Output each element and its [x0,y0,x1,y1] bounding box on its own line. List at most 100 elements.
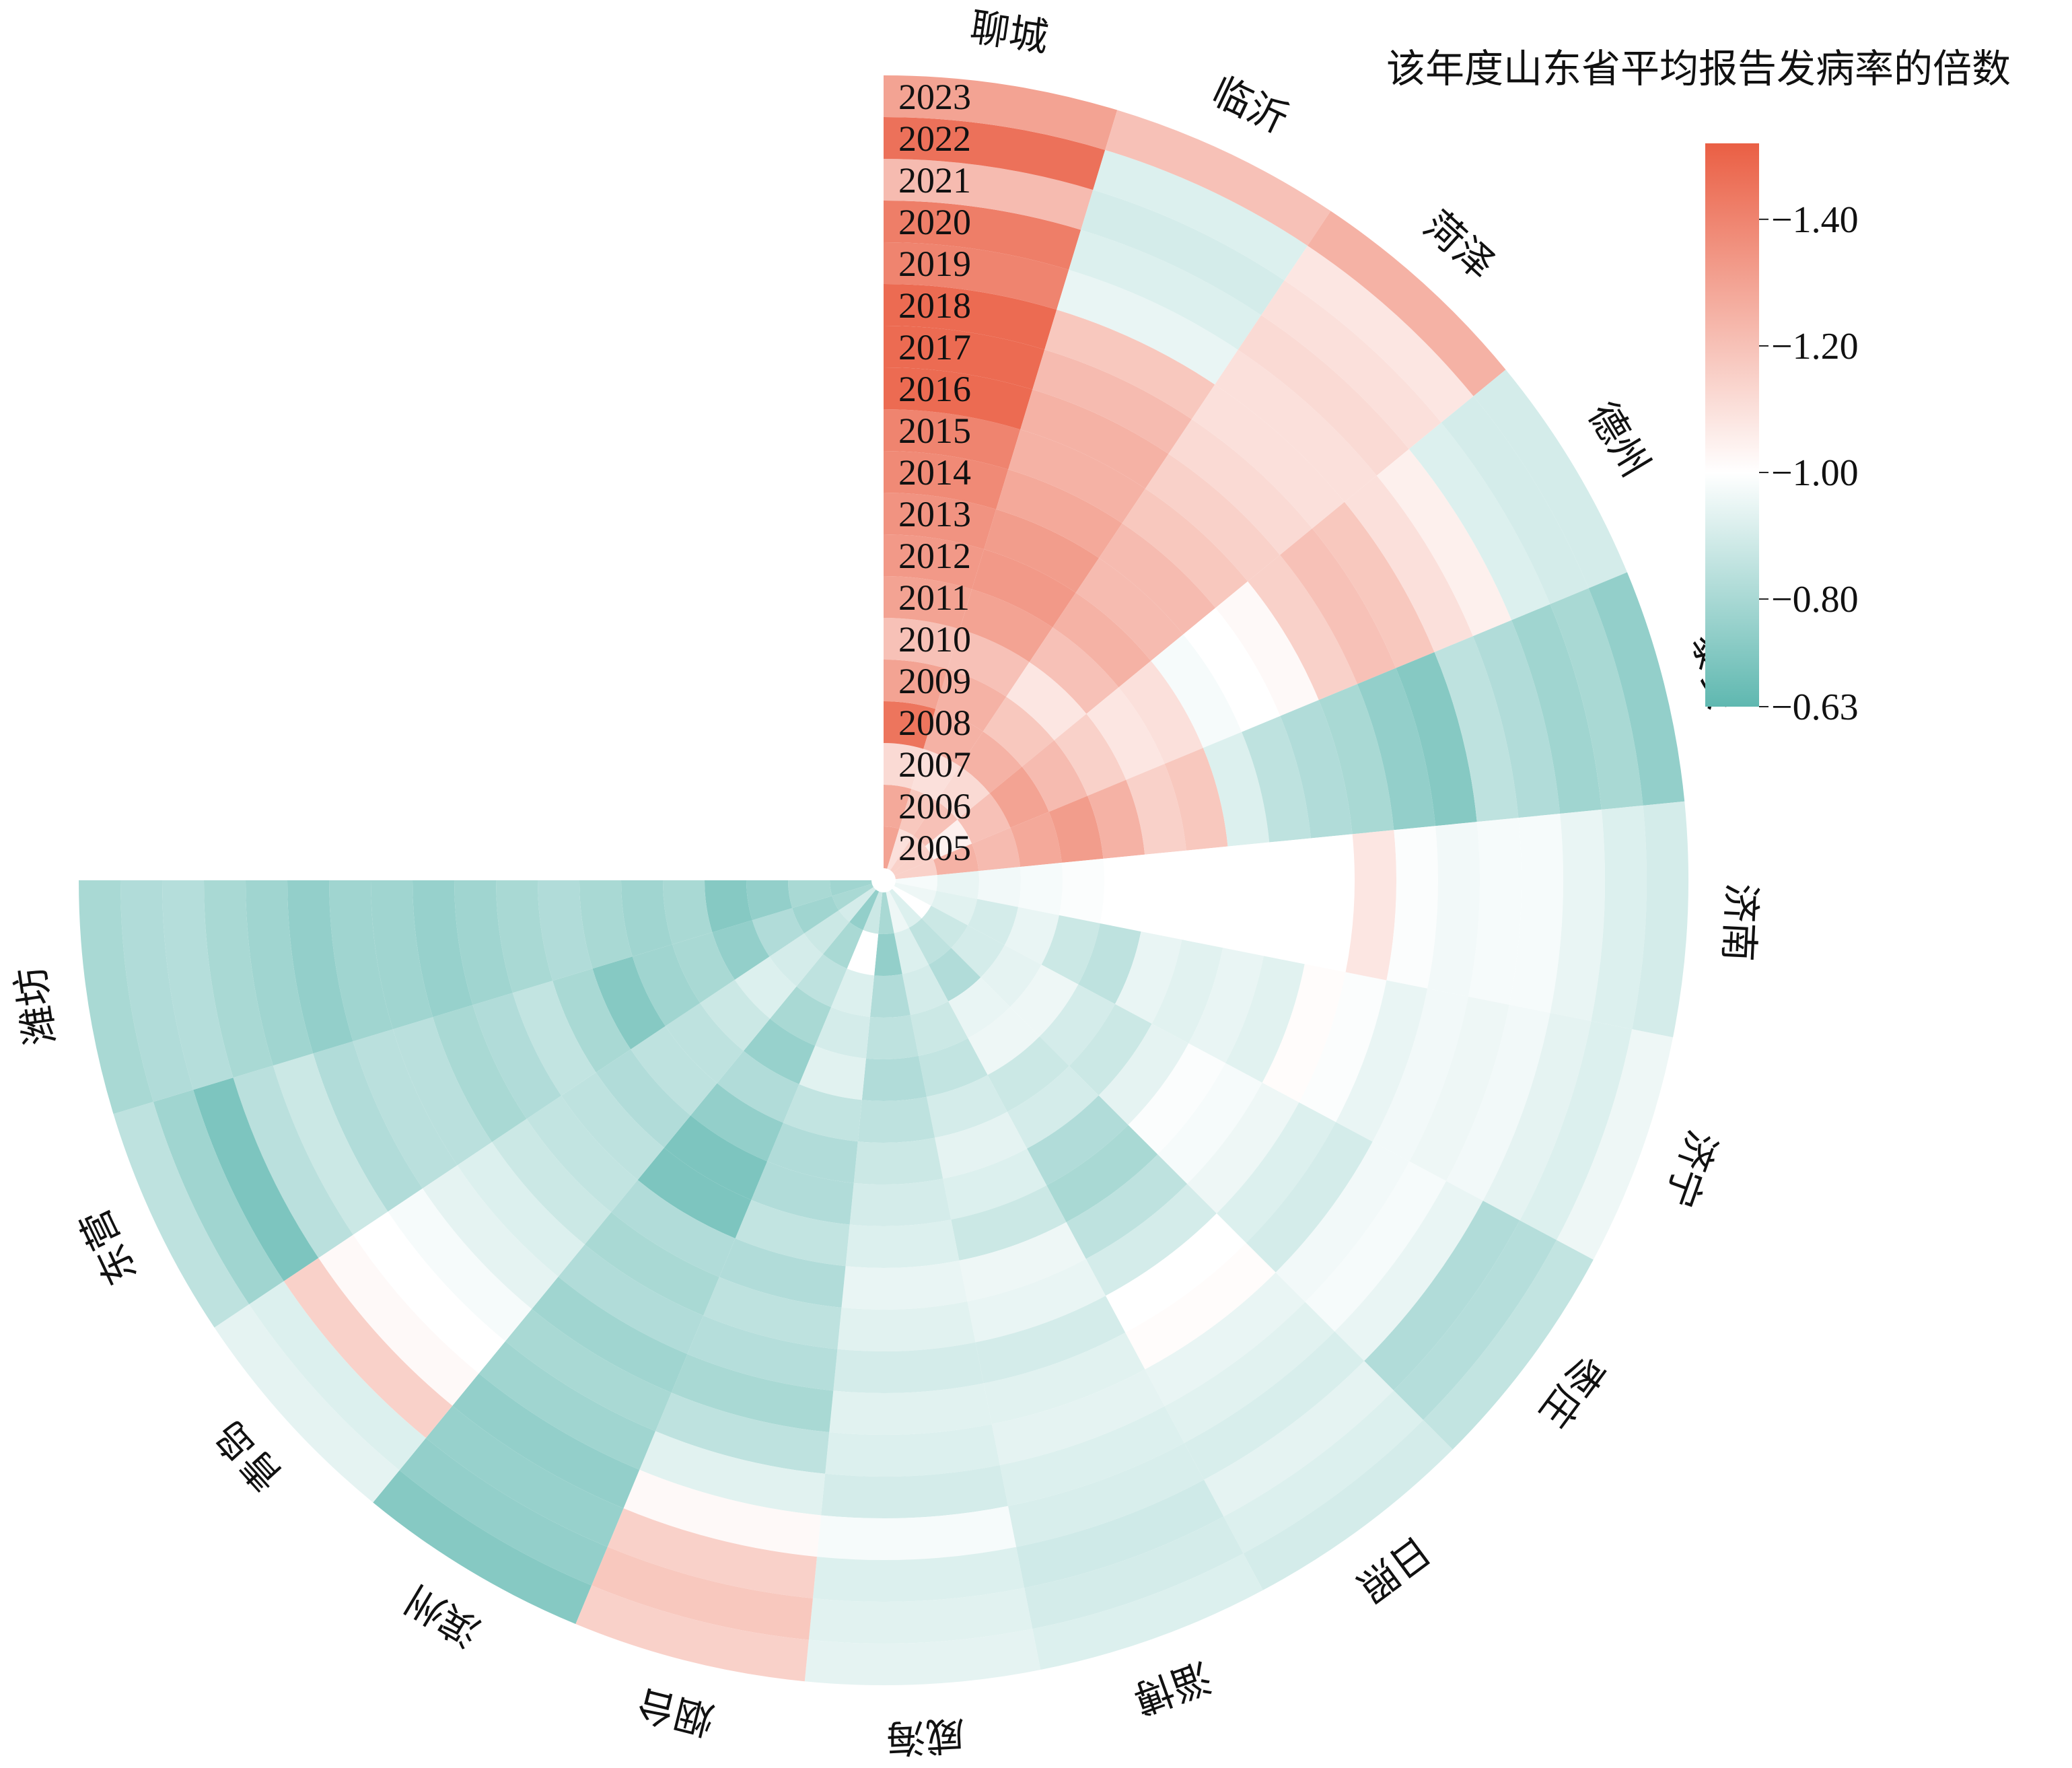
heatmap-cell [388,1188,532,1341]
heatmap-cell [833,1342,984,1394]
heatmap-cell [1098,1024,1189,1125]
heatmap-cell [815,1007,870,1059]
heatmap-cell [162,880,234,1090]
colorbar-tick-label: −0.80 [1771,579,1859,621]
heatmap-cell [925,819,972,860]
heatmap-cell [972,827,1021,872]
heatmap-cell [1305,1161,1447,1332]
heatmap-cell [592,956,666,1050]
heatmap-cell [948,629,1030,697]
heatmap-cell [792,896,839,933]
heatmap-cell [892,886,931,919]
heatmap-cell [734,956,797,1019]
heatmap-cell [913,800,958,847]
heatmap-cell [803,910,850,954]
heatmap-cell [1105,110,1331,246]
heatmap-cell [392,1017,492,1166]
heatmap-cell [621,880,673,957]
heatmap-cell [329,880,393,1042]
heatmap-cell [968,1007,1040,1075]
heatmap-cell [1006,662,1087,740]
city-label: 枣庄 [1530,1346,1614,1436]
year-label: 2018 [898,285,971,326]
heatmap-cell [1312,501,1435,668]
heatmap-cell [832,884,874,911]
heatmap-cell [983,697,1055,767]
heatmap-cell [664,1115,768,1200]
heatmap-cell [579,880,633,969]
heatmap-cell [1029,627,1119,714]
heatmap-cell [639,1431,826,1516]
year-label: 2022 [898,118,971,159]
heatmap-cell [884,785,912,829]
heatmap-cell [884,201,1081,270]
heatmap-cell [1032,349,1192,454]
heatmap-cell [1085,1184,1217,1296]
heatmap-cell [1081,190,1285,316]
heatmap-cell [1364,1201,1520,1391]
heatmap-cell [895,875,937,891]
heatmap-cell [968,898,1019,946]
heatmap-cell [1262,964,1346,1102]
heatmap-cell [1075,558,1184,661]
heatmap-cell [987,1036,1069,1112]
heatmap-cell [584,1212,719,1316]
heatmap-cell [884,242,1069,310]
heatmap-cell [1046,1125,1158,1222]
colorbar-tick-label: −1.00 [1771,452,1859,494]
heatmap-cell [935,1111,1028,1179]
heatmap-cell [847,929,879,976]
heatmap-cell [1059,858,1105,923]
heatmap-cell [865,1015,919,1060]
heatmap-cell [796,954,847,1007]
heatmap-cell [1238,315,1409,476]
heatmap-cell [884,284,1057,350]
heatmap-cell [1446,1004,1550,1201]
heatmap-cell [663,880,713,945]
heatmap-cell [902,964,949,1016]
heatmap-cell [505,1308,672,1431]
heatmap-cell [853,1137,943,1184]
heatmap-cell [991,1369,1165,1465]
heatmap-cell [672,932,735,1003]
heatmap-cell [1472,620,1561,818]
heatmap-cell [829,1383,992,1435]
heatmap-cell [193,1077,319,1281]
heatmap-cell [890,835,925,873]
heatmap-cell [983,1333,1145,1425]
heatmap-cell [1632,801,1688,1038]
heatmap-cell [838,887,876,922]
heatmap-cell [884,660,948,709]
heatmap-cell [592,1547,813,1640]
heatmap-cell [1069,229,1262,350]
heatmap-cell [1588,572,1685,806]
colorbar-tick-label: −0.63 [1771,686,1859,728]
heatmap-cell [918,1038,988,1097]
heatmap-cell [1024,1516,1244,1629]
heatmap-cell [1215,349,1377,502]
heatmap-cell [1007,1443,1205,1547]
heatmap-cell [353,1211,505,1374]
heatmap-cell [884,493,997,550]
heatmap-cell [717,1051,799,1123]
heatmap-cell [1151,634,1242,748]
heatmap-cell [422,1165,559,1309]
year-label: 2020 [898,202,971,242]
heatmap-cell [1557,1029,1674,1260]
city-label: 菏泽 [1415,202,1504,288]
heatmap-cell [204,880,273,1078]
heatmap-cell [1054,713,1127,796]
heatmap-cell [233,1065,353,1259]
heatmap-cell [884,618,960,670]
heatmap-cell [884,409,1021,470]
heatmap-cell [1246,1122,1373,1273]
heatmap-cell [770,986,831,1046]
heatmap-cell [1468,818,1522,1005]
heatmap-cell [1039,984,1115,1066]
heatmap-cell [1408,422,1550,621]
year-label: 2012 [898,536,971,576]
year-label: 2005 [898,828,971,868]
heatmap-cell [960,589,1053,662]
heatmap-cell [1016,1479,1224,1588]
heatmap-cell [863,891,883,934]
